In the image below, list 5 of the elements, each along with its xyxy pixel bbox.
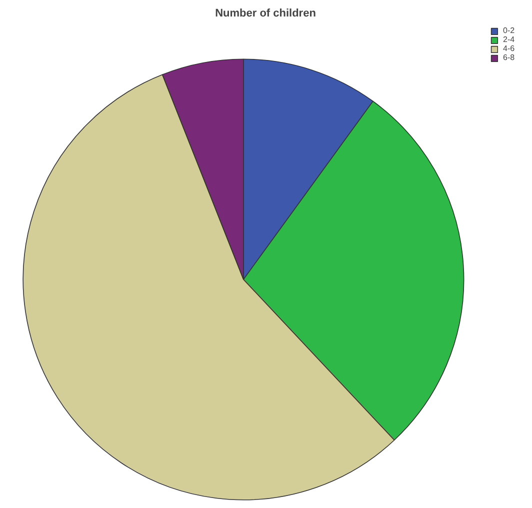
- chart-title: Number of children: [215, 8, 316, 20]
- legend-label: 0-2: [503, 26, 516, 35]
- legend-label: 2-4: [503, 35, 516, 44]
- legend-label: 4-6: [503, 44, 516, 53]
- legend-label: 6-8: [503, 53, 516, 62]
